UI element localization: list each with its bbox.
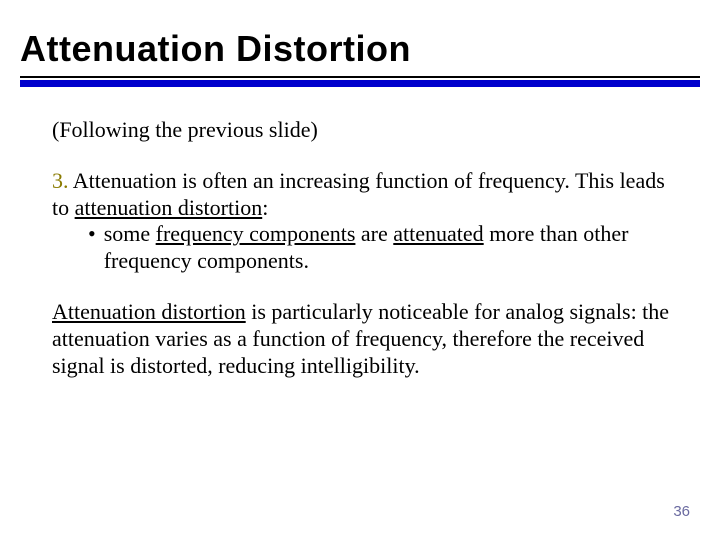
bullet-text: some frequency components are attenuated… bbox=[104, 221, 678, 275]
point-3-lead-b: : bbox=[262, 195, 268, 220]
paragraph-2: Attenuation distortion is particularly n… bbox=[52, 299, 678, 379]
bullet-block: • some frequency components are attenuat… bbox=[52, 221, 678, 275]
slide-title: Attenuation Distortion bbox=[20, 28, 700, 76]
bullet-u1: frequency components bbox=[156, 221, 356, 246]
bullet-pre: some bbox=[104, 221, 156, 246]
title-rule-thin bbox=[20, 76, 700, 78]
slide-body: (Following the previous slide) 3. Attenu… bbox=[20, 117, 700, 380]
page-number: 36 bbox=[673, 503, 690, 520]
bullet-mid: are bbox=[355, 221, 393, 246]
slide: Attenuation Distortion (Following the pr… bbox=[0, 0, 720, 540]
bullet-row: • some frequency components are attenuat… bbox=[88, 221, 678, 275]
para2-term: Attenuation distortion bbox=[52, 299, 246, 324]
intro-line: (Following the previous slide) bbox=[52, 117, 678, 144]
point-3: 3. Attenuation is often an increasing fu… bbox=[52, 168, 678, 275]
point-3-term: attenuation distortion bbox=[75, 195, 263, 220]
title-rule-thick bbox=[20, 80, 700, 87]
bullet-u2: attenuated bbox=[393, 221, 483, 246]
bullet-mark: • bbox=[88, 221, 104, 275]
point-number: 3. bbox=[52, 168, 69, 193]
